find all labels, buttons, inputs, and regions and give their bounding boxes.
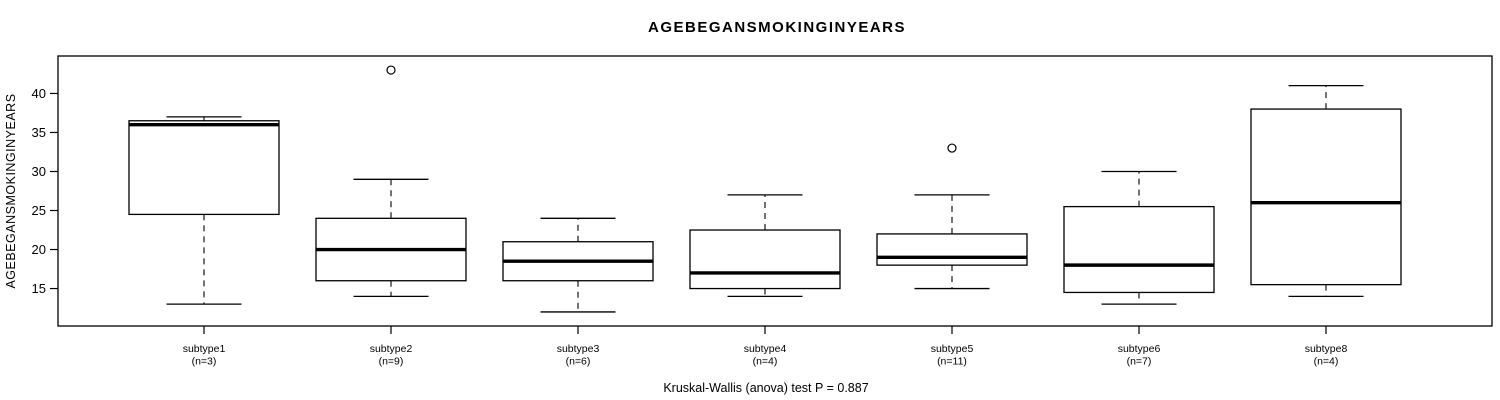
box-group-subtype1: subtype1(n=3) (128, 116, 280, 368)
iqr-box (128, 120, 280, 216)
iqr-box (876, 233, 1028, 266)
y-tick-label: 30 (32, 164, 46, 179)
category-n-label: (n=4) (1314, 356, 1339, 368)
plot-layer: 152025303540subtype1(n=3)subtype2(n=9)su… (32, 55, 1493, 368)
box-group-subtype8: subtype8(n=4) (1250, 85, 1402, 368)
category-label: subtype3 (557, 343, 600, 355)
category-label: subtype8 (1305, 343, 1348, 355)
category-n-label: (n=11) (937, 356, 967, 368)
outlier-point (947, 143, 957, 153)
category-label: subtype6 (1118, 343, 1161, 355)
category-n-label: (n=4) (753, 356, 778, 368)
category-n-label: (n=9) (379, 356, 404, 368)
iqr-box (1250, 108, 1402, 286)
y-tick-label: 40 (32, 86, 46, 101)
category-n-label: (n=6) (566, 356, 591, 368)
box-group-subtype4: subtype4(n=4) (689, 194, 841, 368)
box-group-subtype5: subtype5(n=11) (876, 143, 1028, 368)
category-label: subtype4 (744, 343, 787, 355)
iqr-box (1063, 205, 1215, 294)
chart-title: AGEBEGANSMOKINGINYEARS (648, 19, 906, 36)
category-label: subtype2 (370, 343, 413, 355)
stat-test-caption: Kruskal-Wallis (anova) test P = 0.887 (663, 381, 868, 395)
outlier-point (386, 65, 396, 75)
y-axis-label: AGEBEGANSMOKINGINYEARS (4, 93, 18, 288)
iqr-box (689, 229, 841, 290)
category-n-label: (n=7) (1127, 356, 1152, 368)
box-group-subtype3: subtype3(n=6) (502, 217, 654, 368)
y-tick-label: 20 (32, 242, 46, 257)
plot-border (57, 55, 1493, 327)
y-tick-label: 15 (32, 281, 46, 296)
category-n-label: (n=3) (192, 356, 217, 368)
y-tick-label: 25 (32, 203, 46, 218)
y-tick-label: 35 (32, 125, 46, 140)
box-group-subtype6: subtype6(n=7) (1063, 170, 1215, 368)
category-label: subtype1 (183, 343, 226, 355)
box-group-subtype2: subtype2(n=9) (315, 65, 467, 368)
category-label: subtype5 (931, 343, 974, 355)
